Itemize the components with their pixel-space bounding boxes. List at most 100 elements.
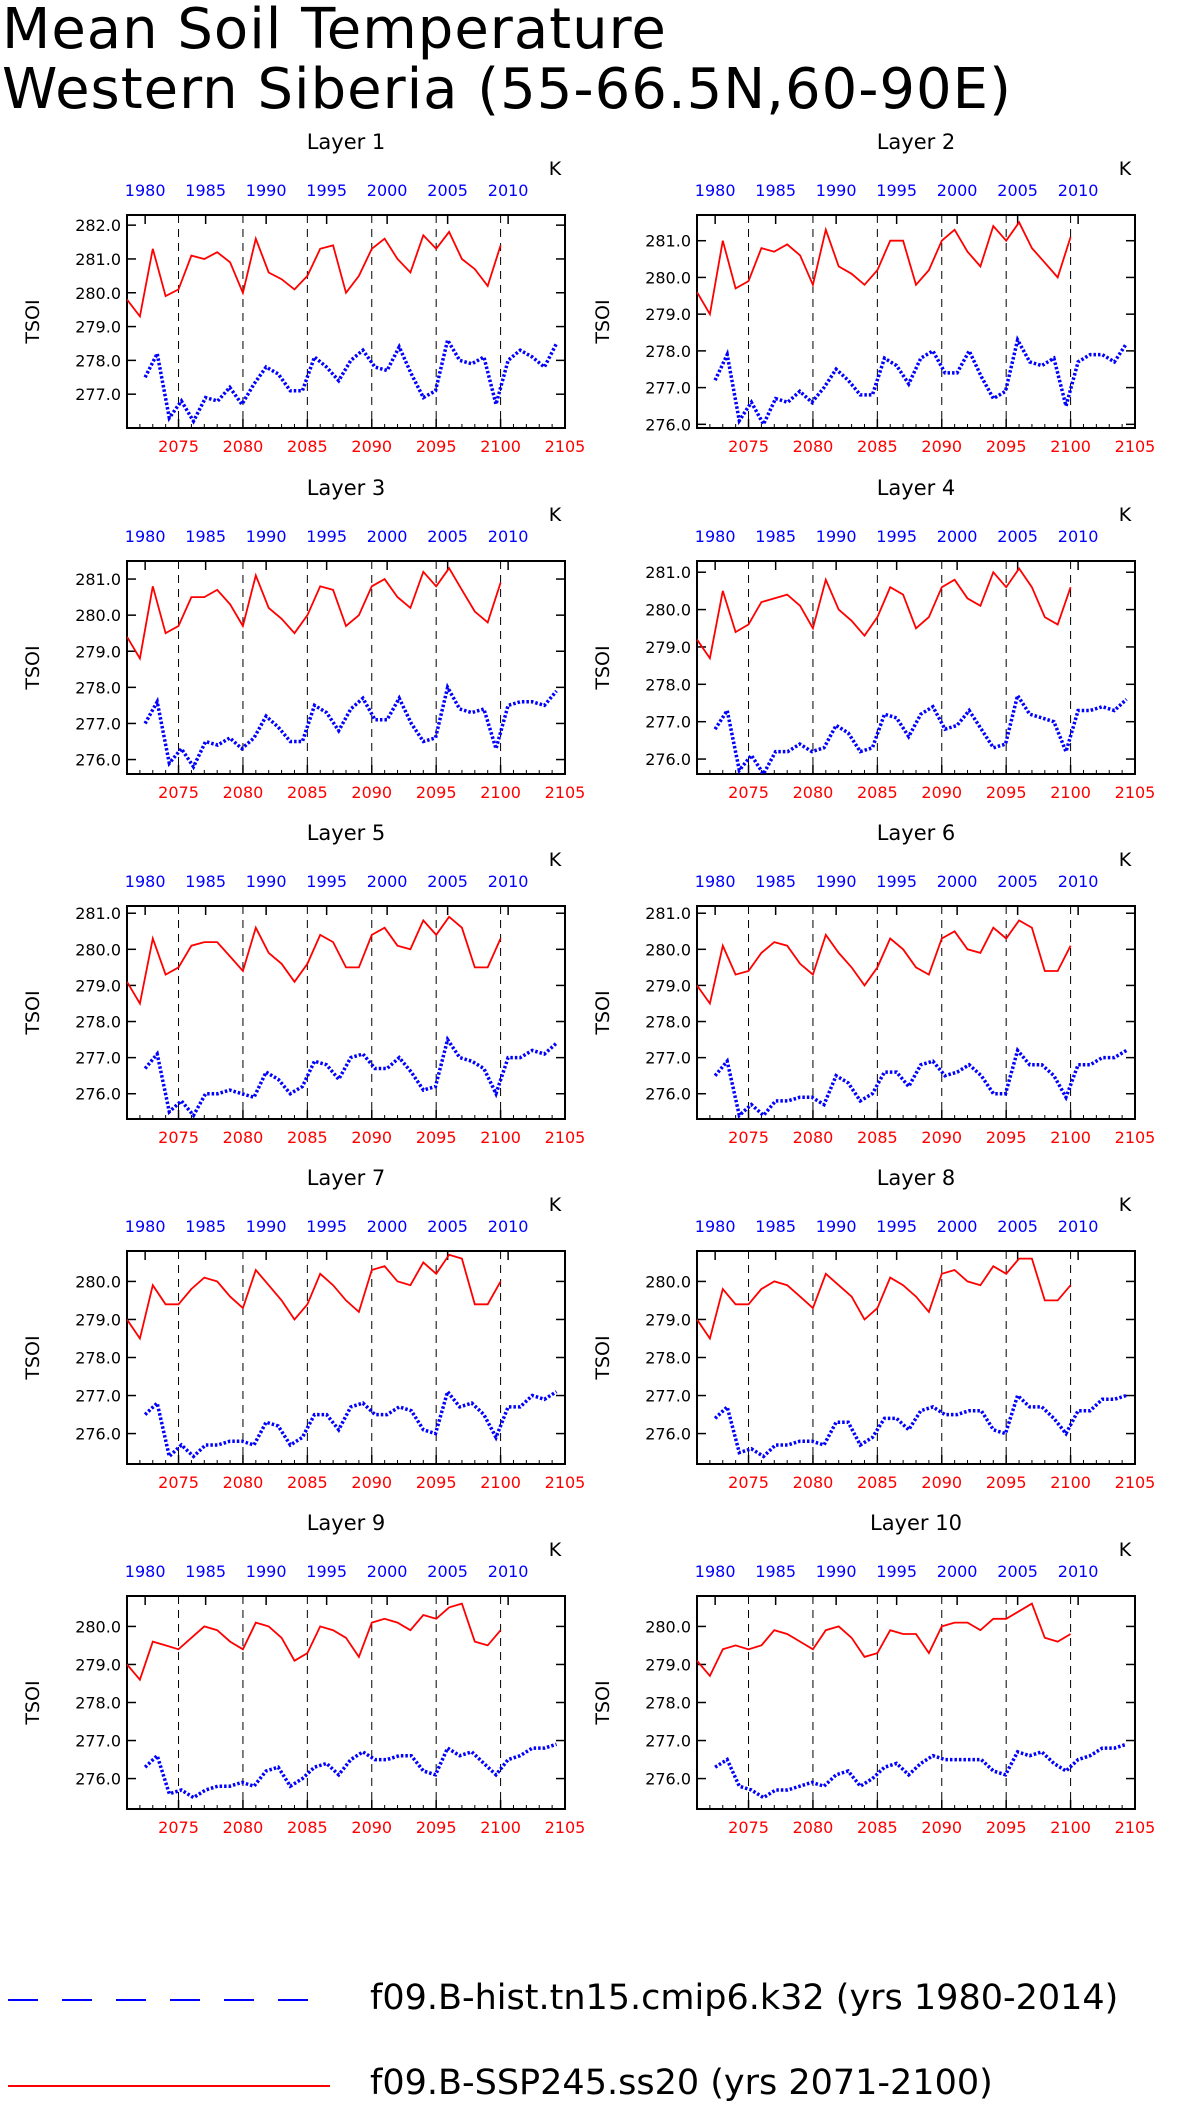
- x-tick-label-top: 2010: [488, 527, 529, 546]
- x-tick-label-top: 2000: [937, 181, 978, 200]
- y-tick-label: 280.0: [645, 1617, 691, 1636]
- x-tick-label-bottom: 2085: [287, 1818, 328, 1837]
- series-future-line: [697, 566, 1072, 661]
- panel-title: Layer 8: [877, 1166, 956, 1190]
- y-axis-label: TSOI: [22, 1335, 44, 1380]
- y-tick-label: 278.0: [75, 678, 121, 697]
- x-tick-label-bottom: 2075: [158, 437, 199, 456]
- x-tick-label-top: 1990: [246, 1217, 287, 1236]
- x-tick-label-top: 2005: [427, 527, 468, 546]
- y-tick-label: 276.0: [645, 750, 691, 769]
- x-tick-label-bottom: 2105: [545, 1818, 586, 1837]
- chart-panel: Layer 7 2075 2080 2085 2090 2095 2100 2105 1980 1…: [22, 1166, 585, 1492]
- y-axis-label: TSOI: [22, 299, 44, 344]
- y-tick-label: 276.0: [75, 1085, 121, 1104]
- x-tick-label-bottom: 2080: [223, 1128, 264, 1147]
- x-tick-label-top: 2010: [488, 181, 529, 200]
- x-tick-label-bottom: 2075: [158, 1818, 199, 1837]
- x-tick-label-top: 1980: [695, 872, 736, 891]
- unit-label: K: [549, 504, 562, 526]
- panel-title: Layer 5: [307, 821, 386, 845]
- x-tick-label-top: 2000: [367, 872, 408, 891]
- x-tick-label-bottom: 2080: [223, 1818, 264, 1837]
- x-tick-label-bottom: 2100: [480, 1818, 521, 1837]
- x-tick-label-bottom: 2080: [223, 783, 264, 802]
- x-tick-label-top: 1980: [125, 181, 166, 200]
- x-tick-label-top: 2000: [937, 527, 978, 546]
- x-tick-label-top: 2010: [1058, 1562, 1099, 1581]
- y-axis-label: TSOI: [592, 990, 614, 1035]
- x-tick-label-top: 1980: [125, 527, 166, 546]
- y-tick-label: 278.0: [75, 351, 121, 370]
- y-tick-label: 279.0: [645, 305, 691, 324]
- y-tick-label: 281.0: [645, 563, 691, 582]
- y-tick-label: 280.0: [75, 1272, 121, 1291]
- y-tick-label: 276.0: [645, 1085, 691, 1104]
- x-tick-label-top: 2010: [488, 1217, 529, 1236]
- y-tick-label: 279.0: [645, 1310, 691, 1329]
- x-tick-label-top: 1990: [816, 872, 857, 891]
- x-tick-label-bottom: 2090: [921, 1128, 962, 1147]
- y-tick-label: 279.0: [75, 318, 121, 337]
- x-tick-label-bottom: 2075: [158, 1473, 199, 1492]
- y-tick-label: 279.0: [75, 1310, 121, 1329]
- y-axis-label: TSOI: [592, 1335, 614, 1380]
- x-tick-label-top: 2005: [427, 1562, 468, 1581]
- y-axis-label: TSOI: [22, 990, 44, 1035]
- x-tick-label-bottom: 2100: [480, 1128, 521, 1147]
- x-tick-label-top: 2005: [997, 872, 1038, 891]
- x-tick-label-top: 1990: [816, 1562, 857, 1581]
- x-tick-label-top: 2010: [488, 872, 529, 891]
- y-tick-label: 279.0: [645, 638, 691, 657]
- y-tick-label: 277.0: [75, 714, 121, 733]
- x-tick-label-top: 1985: [755, 1562, 796, 1581]
- x-tick-label-top: 1985: [185, 1217, 226, 1236]
- unit-label: K: [1119, 849, 1132, 871]
- x-tick-label-top: 1990: [816, 181, 857, 200]
- x-tick-label-bottom: 2090: [351, 437, 392, 456]
- x-tick-label-bottom: 2085: [857, 1473, 898, 1492]
- y-tick-label: 281.0: [645, 904, 691, 923]
- y-tick-label: 280.0: [75, 1617, 121, 1636]
- x-tick-label-top: 2000: [367, 1562, 408, 1581]
- x-tick-label-bottom: 2105: [545, 1473, 586, 1492]
- y-tick-label: 280.0: [645, 1272, 691, 1291]
- x-tick-label-bottom: 2090: [921, 1818, 962, 1837]
- y-tick-label: 277.0: [645, 1732, 691, 1751]
- y-tick-label: 278.0: [75, 1694, 121, 1713]
- y-tick-label: 276.0: [645, 1770, 691, 1789]
- x-tick-label-bottom: 2085: [287, 437, 328, 456]
- y-tick-label: 281.0: [645, 232, 691, 251]
- y-axis-label: TSOI: [592, 1680, 614, 1725]
- y-tick-label: 277.0: [645, 1049, 691, 1068]
- x-tick-label-bottom: 2105: [1115, 437, 1156, 456]
- series-hist-line: [713, 1392, 1128, 1459]
- y-tick-label: 281.0: [75, 904, 121, 923]
- x-tick-label-bottom: 2080: [793, 437, 834, 456]
- y-tick-label: 276.0: [645, 415, 691, 434]
- x-tick-label-bottom: 2090: [351, 1818, 392, 1837]
- x-tick-label-top: 1980: [125, 1217, 166, 1236]
- chart-panel: Layer 8 2075 2080 2085 2090 2095 2100 2105 1980 1…: [592, 1166, 1155, 1492]
- panel-title: Layer 7: [307, 1166, 386, 1190]
- y-axis-label: TSOI: [22, 1680, 44, 1725]
- y-tick-label: 277.0: [75, 1732, 121, 1751]
- x-tick-label-bottom: 2090: [351, 783, 392, 802]
- x-tick-label-top: 1980: [695, 1217, 736, 1236]
- x-tick-label-top: 1985: [185, 527, 226, 546]
- y-tick-label: 279.0: [75, 642, 121, 661]
- x-tick-label-top: 2000: [367, 527, 408, 546]
- chart-panel: Layer 3 2075 2080 2085 2090 2095 2100 2105 1980 1…: [22, 476, 585, 802]
- x-tick-label-top: 1990: [246, 1562, 287, 1581]
- y-tick-label: 280.0: [75, 940, 121, 959]
- x-tick-label-bottom: 2100: [1050, 1473, 1091, 1492]
- x-tick-label-top: 2000: [367, 1217, 408, 1236]
- x-tick-label-top: 1980: [695, 527, 736, 546]
- panel-title: Layer 3: [307, 476, 386, 500]
- y-tick-label: 276.0: [645, 1425, 691, 1444]
- y-tick-label: 278.0: [645, 675, 691, 694]
- x-tick-label-bottom: 2105: [545, 437, 586, 456]
- x-tick-label-top: 1985: [755, 1217, 796, 1236]
- x-tick-label-bottom: 2105: [545, 783, 586, 802]
